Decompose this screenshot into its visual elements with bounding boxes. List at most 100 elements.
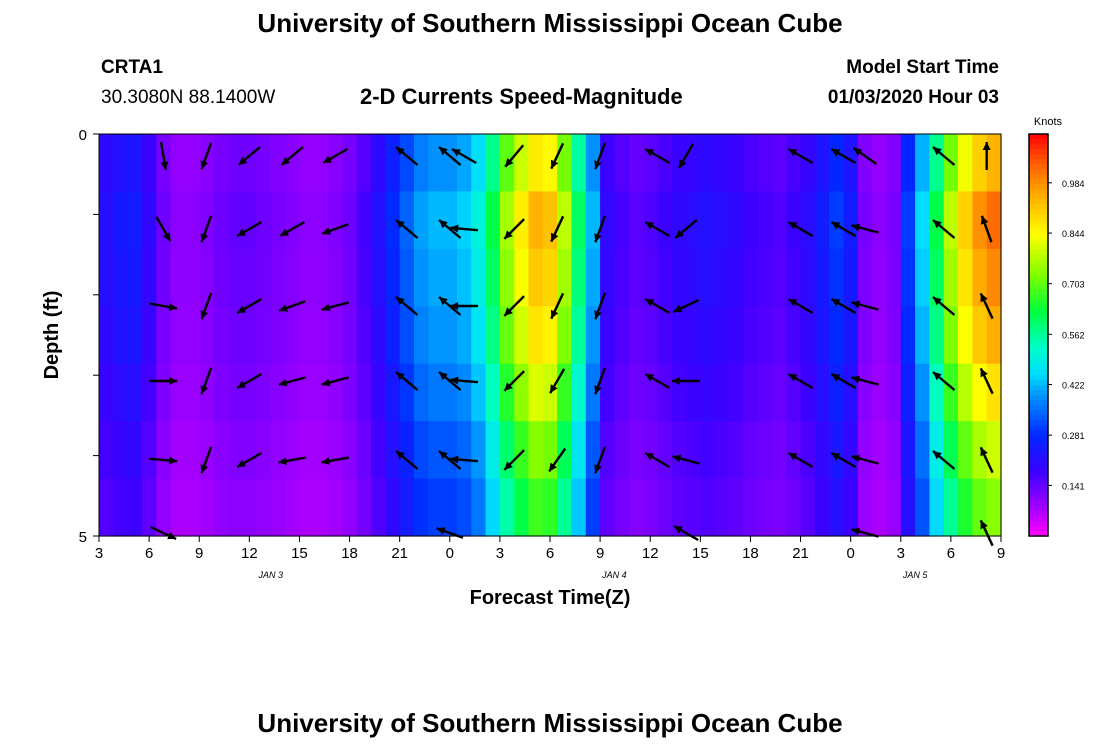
current-arrow <box>594 215 607 243</box>
heatmap-cell <box>800 134 816 193</box>
heatmap-cell <box>256 421 272 480</box>
colorbar-cell <box>1029 480 1048 487</box>
colorbar-cell <box>1029 470 1048 477</box>
heatmap-cell <box>413 363 429 422</box>
x-tick-label: 0 <box>446 545 454 562</box>
colorbar-cell <box>1029 445 1048 452</box>
heatmap-cell <box>485 248 501 307</box>
heatmap-cell <box>614 134 630 193</box>
heatmap-cell <box>800 363 816 422</box>
colorbar-cell <box>1029 335 1048 341</box>
colorbar-cell <box>1029 324 1048 331</box>
heatmap-cell <box>614 191 630 250</box>
heatmap-cell <box>413 306 429 365</box>
current-arrow <box>787 147 814 165</box>
colorbar-tick-label: 0.562 <box>1062 330 1085 340</box>
heatmap-cell <box>356 191 372 250</box>
heatmap-cell <box>170 478 186 537</box>
heatmap-cell <box>958 248 973 307</box>
heatmap-cell <box>270 191 286 250</box>
x-tick-label: 9 <box>596 545 604 562</box>
heatmap-cell <box>714 134 730 193</box>
heatmap-cell <box>213 191 229 250</box>
heatmap-cell <box>571 306 587 365</box>
current-arrow <box>787 451 814 469</box>
heatmap-cell <box>184 363 200 422</box>
colorbar-cell <box>1029 395 1048 401</box>
heatmap-cell <box>829 363 845 422</box>
heatmap-cell <box>342 248 358 307</box>
colorbar-cell <box>1029 199 1048 205</box>
heatmap-cell <box>385 421 401 480</box>
heatmap-cell <box>141 248 157 307</box>
heatmap-cell <box>671 421 687 480</box>
current-arrow <box>149 456 178 465</box>
current-arrow <box>852 146 878 166</box>
x-tick-label: 21 <box>792 545 809 562</box>
heatmap-cell <box>499 363 515 422</box>
colorbar-tick-label: 0.844 <box>1062 229 1085 239</box>
current-arrow <box>450 376 479 385</box>
heatmap-cell <box>141 421 157 480</box>
current-arrow <box>644 147 671 165</box>
heatmap-cell <box>99 191 114 250</box>
heatmap-cell <box>528 363 544 422</box>
heatmap-cell <box>270 421 286 480</box>
heatmap-cell <box>371 363 386 422</box>
heatmap-cell <box>900 134 916 193</box>
heatmap-cell <box>743 306 759 365</box>
heatmap-cell <box>514 306 530 365</box>
heatmap-cell <box>213 248 229 307</box>
current-arrow <box>503 218 525 240</box>
day-label: JAN 3 <box>258 570 284 580</box>
heatmap-cell <box>757 191 773 250</box>
heatmap-cell <box>743 478 759 537</box>
heatmap-cell <box>829 478 845 537</box>
current-arrow <box>200 142 213 170</box>
colorbar-cell <box>1029 169 1048 175</box>
heatmap-cell <box>299 363 315 422</box>
current-arrow <box>672 298 700 314</box>
current-arrow <box>236 297 263 315</box>
heatmap-cell <box>485 478 501 537</box>
current-arrow <box>594 446 607 474</box>
current-arrow <box>438 371 462 391</box>
colorbar-cell <box>1029 370 1048 376</box>
current-arrow <box>550 142 565 170</box>
heatmap-cell <box>485 306 501 365</box>
heatmap-cell <box>499 248 515 307</box>
colorbar-cell <box>1029 460 1048 467</box>
heatmap-cell <box>313 478 329 537</box>
heatmap-cell <box>657 306 673 365</box>
heatmap-cell <box>800 306 816 365</box>
heatmap-cell <box>356 363 372 422</box>
heatmap-cell <box>686 363 701 422</box>
colorbar-cell <box>1029 244 1048 251</box>
heatmap-cell <box>857 421 873 480</box>
heatmap-cell <box>686 248 701 307</box>
heatmap-cell <box>141 363 157 422</box>
heatmap-cell <box>986 478 1002 537</box>
colorbar-cell <box>1029 159 1048 165</box>
current-arrow <box>979 519 994 547</box>
heatmap-cell <box>127 478 143 537</box>
heatmap-cell <box>99 306 114 365</box>
heatmap-cell <box>714 478 730 537</box>
heatmap-cell <box>456 134 472 193</box>
heatmap-cell <box>628 363 644 422</box>
heatmap-cell <box>671 248 687 307</box>
heatmap-cell <box>514 421 530 480</box>
heatmap-cell <box>643 191 658 250</box>
heatmap-cell <box>299 134 315 193</box>
current-arrow <box>830 220 857 238</box>
heatmap-cell <box>385 306 401 365</box>
current-arrow <box>395 371 419 391</box>
heatmap-cell <box>614 248 630 307</box>
heatmap-cell <box>170 248 186 307</box>
colorbar-unit-label: Knots <box>1034 116 1063 128</box>
heatmap-cell <box>184 248 200 307</box>
current-arrow <box>672 377 701 385</box>
heatmap-cell <box>285 363 301 422</box>
heatmap-cell <box>342 363 358 422</box>
heatmap-cell <box>242 191 258 250</box>
